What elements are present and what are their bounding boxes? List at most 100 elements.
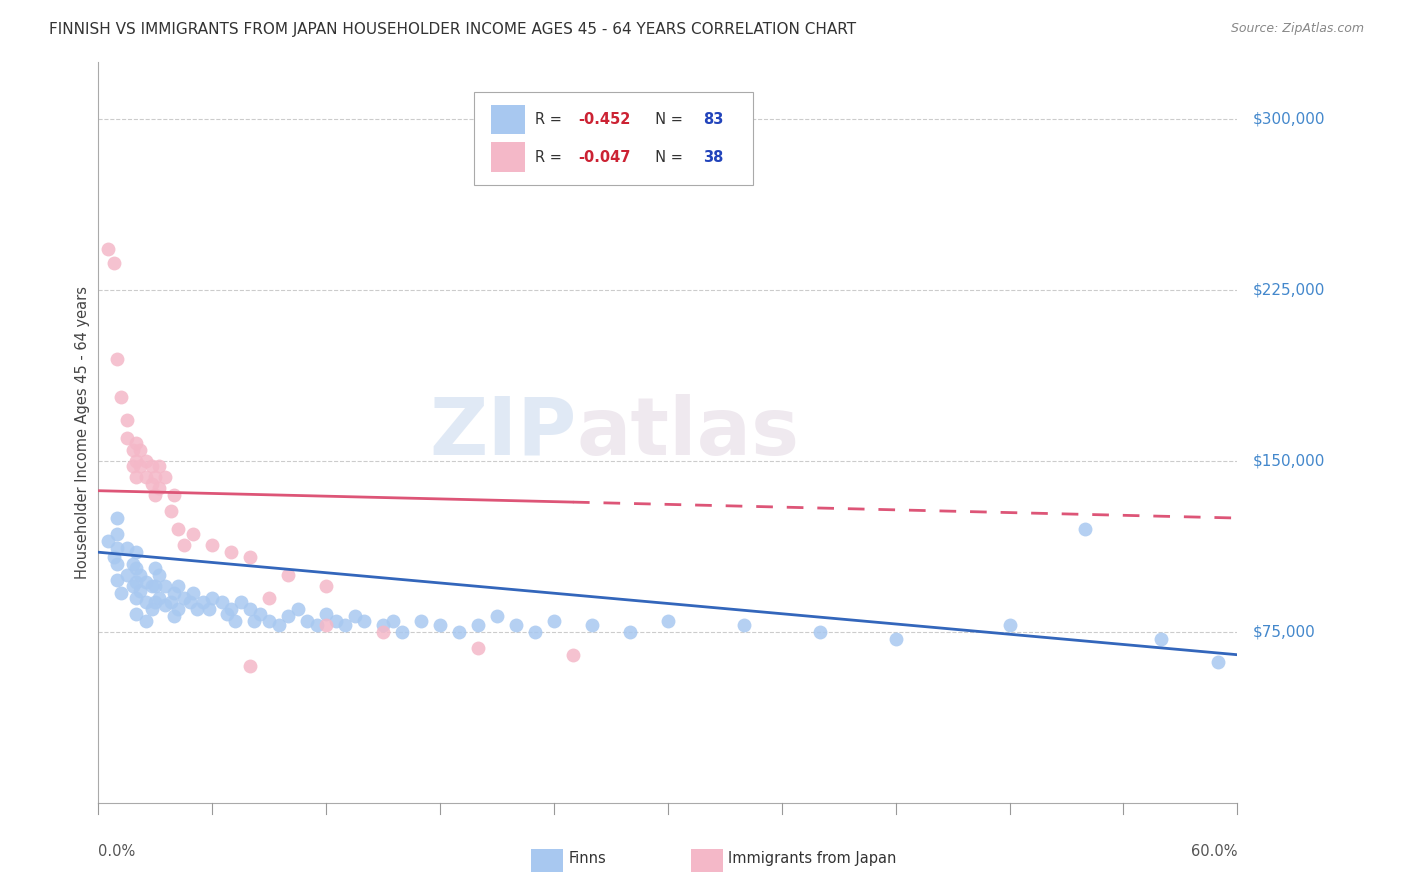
Point [121,442,143,457]
Point [267,618,290,632]
Point [259,591,281,605]
FancyBboxPatch shape [474,92,754,185]
Point [103,256,125,270]
Text: 83: 83 [703,112,724,127]
Point [197,602,219,616]
Text: R =: R = [534,112,567,127]
Point [125,435,148,450]
Point [121,458,143,473]
Text: $75,000: $75,000 [1253,624,1315,640]
Point [125,591,148,605]
Point [115,431,138,445]
Point [145,561,167,575]
Point [167,523,190,537]
Point [884,632,907,646]
Point [145,488,167,502]
Point [129,583,152,598]
Point [191,595,214,609]
Point [371,618,394,632]
Point [315,579,337,593]
Point [239,549,262,564]
Point [277,568,299,582]
Point [353,614,375,628]
Point [243,614,266,628]
Point [163,488,186,502]
Text: 38: 38 [703,150,724,164]
Text: Source: ZipAtlas.com: Source: ZipAtlas.com [1230,22,1364,36]
Point [163,609,186,624]
Point [163,586,186,600]
Point [148,591,170,605]
Point [148,568,170,582]
Point [129,458,152,473]
Point [97,242,120,256]
Point [998,618,1021,632]
Point [135,454,157,468]
Y-axis label: Householder Income Ages 45 - 64 years: Householder Income Ages 45 - 64 years [75,286,90,579]
Point [179,595,201,609]
Point [505,618,527,632]
Point [221,602,243,616]
Point [125,561,148,575]
Point [115,568,138,582]
Text: Immigrants from Japan: Immigrants from Japan [728,851,897,866]
Point [486,609,509,624]
Point [135,595,157,609]
Point [115,541,138,555]
Point [239,602,262,616]
Point [543,614,565,628]
Text: $150,000: $150,000 [1253,454,1324,468]
Point [249,607,271,621]
Text: N =: N = [647,112,688,127]
Point [562,648,585,662]
Point [259,614,281,628]
Point [110,390,132,404]
Point [141,602,163,616]
Point [145,470,167,484]
Point [148,482,170,496]
Point [277,609,299,624]
Point [145,579,167,593]
Text: ZIP: ZIP [429,393,576,472]
Point [619,624,641,639]
Point [287,602,309,616]
Point [391,624,413,639]
Point [153,598,176,612]
Point [97,533,120,548]
Point [581,618,603,632]
Point [221,545,243,559]
Point [733,618,755,632]
Point [305,618,328,632]
Point [125,470,148,484]
Point [159,504,181,518]
FancyBboxPatch shape [491,104,526,135]
Point [449,624,471,639]
Point [183,527,205,541]
Point [121,557,143,571]
Point [135,574,157,589]
Text: N =: N = [647,150,688,164]
Point [125,454,148,468]
Point [107,573,129,587]
Text: 0.0%: 0.0% [98,844,135,859]
Point [125,545,148,559]
Point [145,595,167,609]
Point [335,618,357,632]
Point [107,557,129,571]
Point [110,586,132,600]
Text: -0.452: -0.452 [578,112,630,127]
Point [1150,632,1173,646]
Point [315,607,337,621]
Point [1208,655,1230,669]
Point [1074,523,1097,537]
Text: -0.047: -0.047 [578,150,630,164]
Point [411,614,433,628]
Point [103,549,125,564]
Point [107,527,129,541]
Point [129,442,152,457]
Point [201,538,224,552]
Point [429,618,451,632]
Point [159,595,181,609]
Point [135,470,157,484]
Point [107,351,129,366]
